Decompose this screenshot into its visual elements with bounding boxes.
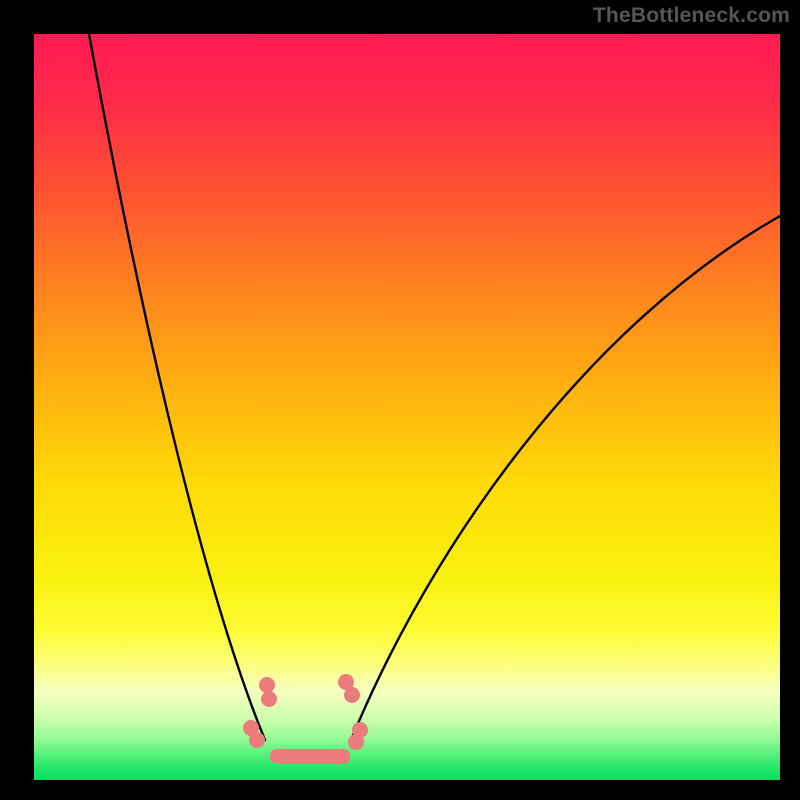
bottleneck-chart	[34, 34, 780, 780]
chart-background	[34, 34, 780, 780]
chart-svg	[34, 34, 780, 780]
bottom-marker-bar	[270, 749, 350, 764]
bottom-marker-dot	[344, 687, 360, 703]
bottom-marker-dot	[249, 732, 265, 748]
bottom-marker-dot	[259, 677, 275, 693]
bottom-marker-dot	[348, 734, 364, 750]
watermark-text: TheBottleneck.com	[593, 4, 790, 28]
bottom-marker-dot	[261, 691, 277, 707]
